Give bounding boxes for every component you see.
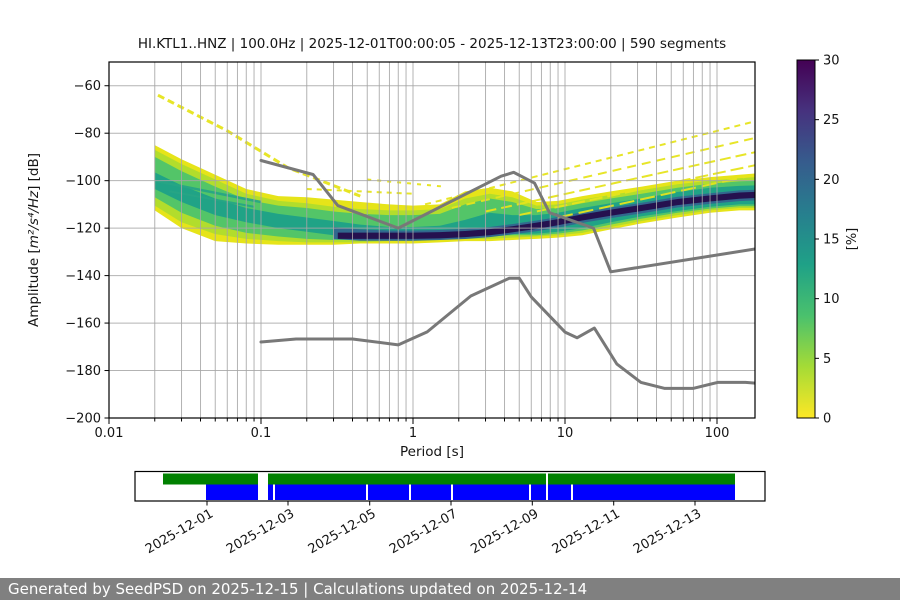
colorbar-tick-label: 5 [823, 352, 831, 367]
timeline-blue-segment [268, 484, 273, 500]
nlnm-curve [259, 276, 755, 390]
colorbar-label: [%] [845, 228, 860, 251]
streak-9 [169, 190, 255, 208]
y-tick-label: −160 [65, 317, 101, 332]
streak-8 [154, 179, 262, 204]
streak-2 [451, 136, 755, 209]
colorbar-tick-label: 0 [823, 412, 831, 427]
streak-0 [157, 93, 361, 198]
colorbar-tick-label: 10 [823, 292, 840, 307]
timeline-blue-segment [411, 484, 451, 500]
timeline-blue-segment [275, 484, 366, 500]
y-tick-label: −60 [74, 79, 101, 94]
timeline-date-label: 2025-12-09 [468, 506, 541, 557]
timeline-blue-segment [368, 484, 409, 500]
x-axis-ticks: 0.01 0.1 1 10 100 [95, 418, 730, 441]
timeline-blue-segment [453, 484, 529, 500]
x-tick-label: 0.1 [251, 426, 272, 441]
timeline-ticks [206, 501, 696, 506]
timeline-date-label: 2025-12-07 [387, 506, 460, 557]
y-tick-label: −180 [65, 364, 101, 379]
streak-6 [306, 187, 414, 195]
timeline-date-label: 2025-12-11 [550, 506, 623, 557]
x-tick-label: 100 [705, 426, 730, 441]
colorbar-gradient [797, 60, 815, 418]
x-axis-label: Period [s] [400, 444, 464, 460]
colorbar: 0 5 10 15 20 25 30 [%] [796, 54, 860, 427]
status-text: Generated by SeedPSD on 2025-12-15 | Cal… [8, 580, 588, 598]
y-tick-label: −120 [65, 222, 101, 237]
x-tick-label: 1 [409, 426, 417, 441]
timeline-blue-segment [573, 484, 735, 500]
timeline-green-segment [163, 473, 258, 485]
timeline-date-labels: 2025-12-01 2025-12-03 2025-12-05 2025-12-07… [143, 506, 704, 557]
colorbar-tick-label: 15 [823, 233, 840, 248]
timeline-blue-segment [206, 484, 258, 500]
availability-timeline: 2025-12-01 2025-12-03 2025-12-05 2025-12-07… [134, 470, 766, 557]
band-prob-15pct [154, 172, 755, 239]
y-axis-ticks: −60 −80 −100 −120 −140 −160 −180 −200 [65, 79, 109, 427]
x-tick-label: 0.01 [95, 426, 124, 441]
timeline-green-segment [268, 473, 546, 485]
colorbar-tick-label: 30 [823, 54, 840, 69]
ppsd-histogram [154, 93, 755, 245]
timeline-green-segment [548, 473, 735, 485]
x-tick-label: 10 [557, 426, 574, 441]
streak-1 [424, 120, 755, 206]
band-prob-22pct [333, 189, 755, 241]
y-tick-label: −100 [65, 174, 101, 189]
nhnm-curve [259, 158, 755, 274]
colorbar-tick-label: 25 [823, 113, 840, 128]
colorbar-ticks: 0 5 10 15 20 25 30 [815, 54, 840, 427]
ppsd-figure: HI.KTL1..HNZ | 100.0Hz | 2025-12-01T00:0… [26, 36, 860, 557]
plot-title: HI.KTL1..HNZ | 100.0Hz | 2025-12-01T00:0… [138, 36, 726, 52]
timeline-blue-segment [531, 484, 546, 500]
colorbar-tick-label: 20 [823, 173, 840, 188]
streak-5 [557, 173, 755, 219]
y-tick-label: −140 [65, 269, 101, 284]
status-bar: Generated by SeedPSD on 2025-12-15 | Cal… [0, 578, 900, 600]
noise-model-curves [259, 158, 755, 390]
y-axis-label: Amplitude [m²/s⁴/Hz] [dB] [26, 153, 42, 327]
y-tick-label: −200 [65, 412, 101, 427]
plot-frame [108, 61, 756, 419]
timeline-date-label: 2025-12-01 [143, 506, 216, 557]
timeline-segments [163, 473, 735, 500]
y-tick-label: −80 [74, 127, 101, 142]
band-prob-30pct [337, 191, 755, 239]
timeline-date-label: 2025-12-05 [306, 506, 379, 557]
timeline-blue-segment [548, 484, 571, 500]
timeline-date-label: 2025-12-03 [224, 506, 297, 557]
timeline-date-label: 2025-12-13 [631, 506, 704, 557]
